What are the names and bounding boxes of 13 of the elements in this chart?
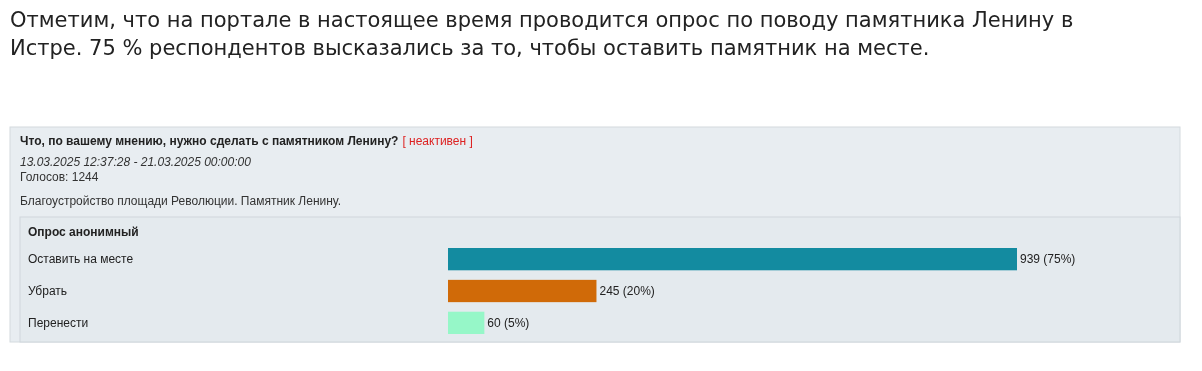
text: Что, по вашему мнению, нужно сделать с памятником Ленину?: [20, 134, 399, 148]
text: [ неактивен ]: [402, 134, 473, 148]
text: 13.03.2025 12:37:28 - 21.03.2025 00:00:00: [20, 155, 252, 169]
y-tick-label: Перенести: [28, 315, 89, 330]
data-label: 245 (20%): [599, 284, 655, 298]
data-label: 939 (75%): [1020, 252, 1076, 267]
text: Отметим, что на портале в настоящее время проводится опрос по поводу памятника Ленину в Истре. 75 % респондентов высказались за то, чтобы оставить памятник на месте.: [10, 7, 1075, 62]
data-label: 60 (5%): [487, 315, 530, 330]
text: Опрос анонимный: [28, 225, 139, 239]
y-tick-label: Убрать: [28, 284, 68, 298]
y-tick-label: Оставить на месте: [28, 252, 134, 267]
text: Благоустройство площади Революции. Памятник Ленину.: [20, 194, 341, 208]
text: Голосов: 1244: [20, 170, 99, 184]
